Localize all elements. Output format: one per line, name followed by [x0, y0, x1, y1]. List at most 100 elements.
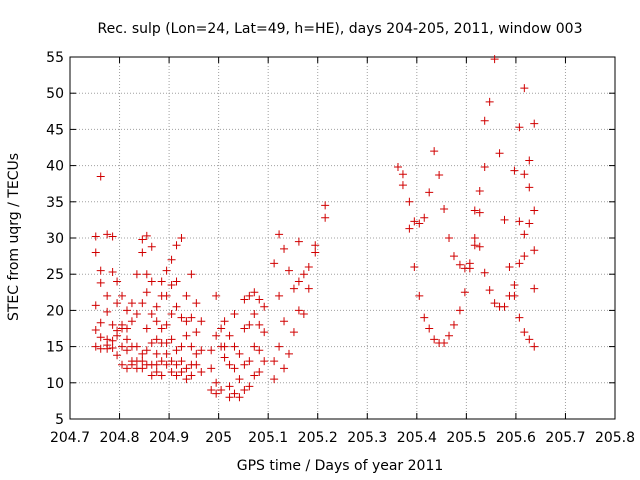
data-point — [118, 342, 127, 351]
data-point — [138, 235, 147, 244]
data-point — [152, 317, 161, 326]
data-point — [225, 393, 234, 402]
data-point — [212, 291, 221, 300]
y-tick-label: 20 — [46, 303, 64, 319]
data-point — [321, 201, 330, 210]
x-tick-label: 204.7 — [50, 430, 90, 446]
data-point — [142, 324, 151, 333]
data-point — [103, 344, 112, 353]
data-point — [167, 367, 176, 376]
y-tick-label: 30 — [46, 231, 64, 247]
data-point — [270, 375, 279, 384]
data-point — [245, 357, 254, 366]
data-point — [207, 346, 216, 355]
data-point — [530, 206, 539, 215]
data-point — [294, 277, 303, 286]
data-point — [177, 313, 186, 322]
data-point — [157, 324, 166, 333]
data-point — [445, 331, 454, 340]
data-point — [275, 230, 284, 239]
data-point — [520, 252, 529, 261]
data-point — [525, 219, 534, 228]
data-point — [245, 291, 254, 300]
data-point — [212, 378, 221, 387]
data-point — [172, 346, 181, 355]
data-point — [425, 324, 434, 333]
data-point — [152, 367, 161, 376]
data-point — [230, 389, 239, 398]
data-point — [405, 197, 414, 206]
data-point — [485, 97, 494, 106]
data-point — [299, 310, 308, 319]
data-point — [255, 320, 264, 329]
data-point — [445, 234, 454, 242]
data-point — [530, 246, 539, 255]
data-point — [470, 206, 479, 215]
data-point — [284, 266, 293, 275]
data-point — [91, 232, 100, 241]
data-point — [415, 291, 424, 300]
data-point — [455, 306, 464, 315]
y-tick-label: 50 — [46, 86, 64, 102]
data-point — [212, 389, 221, 398]
data-point — [162, 338, 171, 347]
x-tick-label: 205.2 — [298, 430, 338, 446]
data-point — [103, 230, 112, 239]
data-point — [304, 262, 313, 271]
data-point — [138, 349, 147, 358]
data-point — [455, 260, 464, 269]
data-point — [510, 281, 519, 290]
data-point — [240, 324, 249, 333]
data-point — [192, 349, 201, 358]
data-point — [480, 268, 489, 277]
data-point — [470, 234, 479, 242]
x-tick-label: 204.8 — [99, 430, 139, 446]
x-tick-label: 205.1 — [248, 430, 288, 446]
data-point — [217, 324, 226, 333]
data-point — [440, 205, 449, 214]
y-tick-label: 25 — [46, 267, 64, 283]
data-point — [250, 288, 259, 297]
data-point — [255, 295, 264, 304]
data-point — [147, 242, 156, 251]
data-point — [515, 313, 524, 322]
data-point — [510, 291, 519, 300]
data-point — [172, 371, 181, 380]
data-point — [162, 349, 171, 358]
data-point — [157, 357, 166, 366]
data-point — [260, 328, 269, 337]
data-point — [152, 360, 161, 369]
data-point — [152, 349, 161, 358]
data-point — [132, 270, 141, 279]
data-point — [515, 123, 524, 132]
data-point — [280, 364, 289, 373]
data-point — [304, 284, 313, 293]
data-point — [122, 335, 131, 344]
data-point — [127, 299, 136, 308]
x-tick-label: 205.7 — [545, 430, 585, 446]
x-tick-label: 205.3 — [347, 430, 387, 446]
data-point — [475, 208, 484, 217]
data-point — [122, 364, 131, 373]
data-point — [393, 163, 402, 172]
data-point — [220, 342, 229, 351]
data-point — [192, 299, 201, 308]
data-point — [525, 335, 534, 344]
data-point — [172, 360, 181, 369]
y-tick-label: 40 — [46, 159, 64, 175]
data-point — [284, 349, 293, 358]
data-point — [475, 186, 484, 195]
data-point — [187, 313, 196, 322]
data-point — [250, 371, 259, 380]
data-point — [225, 331, 234, 340]
data-point — [167, 357, 176, 366]
y-tick-label: 15 — [46, 340, 64, 356]
data-point — [162, 360, 171, 369]
data-point — [127, 317, 136, 326]
data-point — [122, 306, 131, 315]
data-point — [255, 346, 264, 355]
data-point — [177, 234, 186, 242]
data-point — [299, 270, 308, 279]
data-point — [280, 317, 289, 326]
data-point — [147, 371, 156, 380]
